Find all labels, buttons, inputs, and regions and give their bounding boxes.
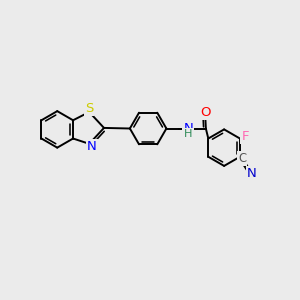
Text: C: C bbox=[238, 152, 246, 165]
Text: F: F bbox=[242, 130, 249, 143]
Text: H: H bbox=[184, 129, 192, 139]
Text: N: N bbox=[183, 122, 193, 135]
Text: S: S bbox=[85, 102, 93, 115]
Text: N: N bbox=[87, 140, 97, 153]
Text: N: N bbox=[247, 167, 256, 180]
Text: O: O bbox=[200, 106, 211, 118]
